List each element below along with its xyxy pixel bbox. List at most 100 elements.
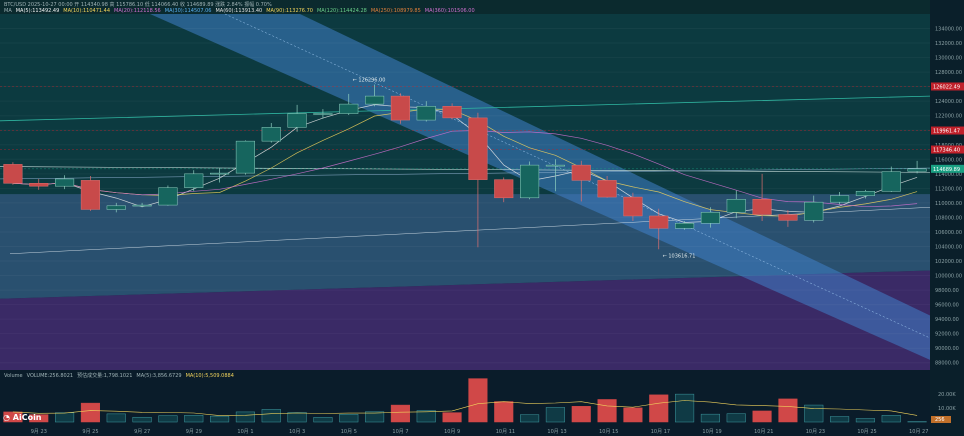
volume-tag: 256 — [935, 417, 945, 423]
ma-item-6: MA(120):114424.28 — [316, 8, 367, 14]
price-tick-16: 102000.00 — [935, 259, 962, 265]
x-tick-2: 9月 27 — [134, 429, 150, 435]
price-tick-15: 104000.00 — [935, 244, 962, 250]
price-tag-1: 119961.47 — [933, 129, 960, 135]
volume-bar-7 — [184, 415, 204, 423]
volume-bar-25 — [649, 394, 669, 423]
candle-body-4 — [106, 205, 126, 210]
price-tick-23: 88000.00 — [935, 361, 959, 367]
volume-bar-28 — [726, 413, 746, 423]
volume-bar-2 — [55, 412, 75, 423]
candle-body-11 — [287, 113, 307, 128]
candle-body-7 — [184, 173, 204, 188]
candle-body-32 — [830, 195, 850, 203]
candle-body-30 — [778, 214, 798, 221]
price-tag-bg-1 — [931, 126, 964, 135]
price-tick-19: 96000.00 — [935, 303, 959, 309]
candle-body-1 — [29, 183, 49, 187]
price-tick-6: 122000.00 — [935, 114, 962, 120]
volume-bar-8 — [210, 415, 230, 423]
volume-bar-21 — [545, 407, 565, 423]
candle-body-35 — [907, 168, 927, 172]
candle-body-18 — [468, 117, 488, 180]
candle-body-6 — [158, 187, 178, 206]
volume-label: Volume — [4, 373, 23, 379]
volume-bar-33 — [855, 418, 875, 423]
ma-label: MA — [4, 8, 12, 14]
x-tick-5: 10月 3 — [289, 429, 305, 435]
x-tick-10: 10月 13 — [547, 429, 566, 435]
ma-item-1: MA(10):110471.44 — [63, 8, 111, 14]
volume-bar-18 — [468, 378, 488, 423]
price-tick-13: 108000.00 — [935, 215, 962, 221]
price-annotation-1: ← 103616.71 — [663, 253, 696, 259]
candle-body-13 — [339, 103, 359, 114]
volume-bar-5 — [132, 416, 152, 423]
price-tick-3: 128000.00 — [935, 70, 962, 76]
volume-bar-19 — [494, 401, 514, 423]
logo-text: AiCoin — [12, 413, 42, 422]
price-tick-18: 98000.00 — [935, 288, 959, 294]
candle-body-20 — [520, 164, 540, 199]
volume-bar-30 — [778, 398, 798, 423]
candle-body-9 — [235, 140, 255, 174]
volume-bar-4 — [106, 413, 126, 423]
candle-body-26 — [675, 222, 695, 229]
volume-bar-13 — [339, 414, 359, 423]
volume-tick-1: 10.00K — [938, 406, 956, 412]
candle-body-14 — [365, 95, 385, 105]
price-tag-0: 126022.49 — [933, 84, 960, 90]
volume-bar-32 — [830, 416, 850, 423]
candle-body-29 — [752, 199, 772, 215]
volume-bar-14 — [365, 411, 385, 423]
volume-ma-line — [12, 400, 918, 416]
x-tick-14: 10月 21 — [754, 429, 773, 435]
ma-item-7: MA(250):108979.85 — [370, 8, 421, 14]
ma-item-2: MA(20):112118.56 — [114, 8, 161, 14]
candle-body-15 — [390, 95, 410, 121]
volume-bar-10 — [261, 409, 281, 423]
price-annotation-0: ← 126296.00 — [353, 78, 386, 84]
volume-item-1: 预估成交量:1,798.1021 — [77, 373, 133, 379]
upper-trend-line — [0, 95, 931, 122]
price-tag-bg-3 — [931, 164, 964, 173]
candle-body-0 — [3, 164, 23, 184]
ma-legend: MA MA(5):113492.49 MA(10):110471.44 MA(20):… — [4, 8, 479, 14]
candle-body-8 — [210, 172, 230, 175]
candle-body-2 — [55, 178, 75, 187]
price-tick-17: 100000.00 — [935, 274, 962, 280]
candle-body-22 — [571, 164, 591, 181]
ma-item-3: MA(30):114507.06 — [164, 8, 212, 14]
candle-body-23 — [597, 180, 617, 198]
volume-item-0: VOLUME:256.8021 — [26, 373, 74, 379]
price-tick-11: 112000.00 — [935, 186, 962, 192]
candle-body-3 — [80, 180, 100, 210]
volume-bar-27 — [700, 413, 720, 423]
volume-bar-20 — [520, 414, 540, 423]
price-tick-14: 106000.00 — [935, 230, 962, 236]
x-tick-4: 10月 1 — [237, 429, 253, 435]
price-axis-bg — [930, 0, 964, 436]
x-tick-13: 10月 19 — [702, 429, 721, 435]
candle-body-24 — [623, 196, 643, 217]
volume-bar-1 — [29, 414, 49, 423]
ma-item-0: MA(5):113492.49 — [15, 8, 60, 14]
volume-legend: Volume VOLUME:256.8021 预估成交量:1,798.1021 MA(… — [4, 372, 238, 379]
price-tick-20: 94000.00 — [935, 317, 959, 323]
x-tick-17: 10月 27 — [909, 429, 928, 435]
price-tag-bg-0 — [931, 82, 964, 91]
volume-bar-11 — [287, 412, 307, 423]
volume-bar-16 — [416, 410, 436, 423]
price-tick-10: 114000.00 — [935, 172, 962, 178]
mid-trend-line — [0, 167, 931, 180]
x-tick-7: 10月 7 — [392, 429, 408, 435]
candle-body-34 — [881, 171, 901, 192]
candle-body-19 — [494, 179, 514, 199]
price-tag-2: 117346.40 — [933, 148, 960, 154]
x-tick-15: 10月 23 — [806, 429, 825, 435]
candle-body-31 — [804, 201, 824, 221]
x-tick-11: 10月 15 — [599, 429, 618, 435]
price-tick-12: 110000.00 — [935, 201, 962, 207]
volume-bar-9 — [235, 411, 255, 423]
